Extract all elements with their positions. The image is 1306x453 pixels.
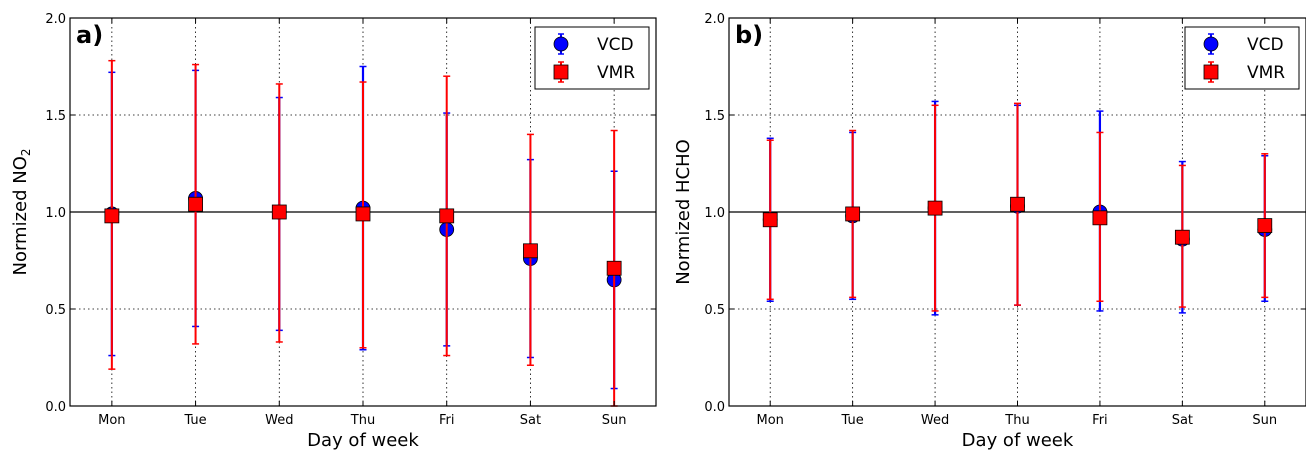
- legend-item-vcd: VCD: [553, 33, 634, 55]
- x-axis-label: Day of week: [962, 430, 1074, 451]
- y-tick-label: 0.5: [704, 303, 725, 318]
- data-point: [1092, 210, 1108, 226]
- x-tick-label: Mon: [757, 413, 784, 428]
- data-point: [523, 243, 538, 259]
- legend-item-vmr: VMR: [1203, 61, 1285, 83]
- y-tick-label: 0.0: [704, 400, 725, 415]
- legend: VCD VMR: [1184, 26, 1300, 90]
- x-tick-label: Sun: [1252, 413, 1277, 428]
- y-tick-label: 0.0: [45, 400, 66, 415]
- y-axis-label-main: Normized HCHO: [673, 139, 694, 285]
- data-point: [1257, 218, 1273, 233]
- data-point: [927, 200, 943, 216]
- legend-marker-square: [553, 64, 569, 80]
- y-tick-label: 0.5: [45, 303, 66, 318]
- x-tick-label: Sat: [520, 413, 541, 428]
- legend-label: VMR: [597, 63, 635, 83]
- data-point: [762, 212, 778, 228]
- x-tick-label: Thu: [1004, 413, 1029, 428]
- panel-a: Mon Tue Wed Thu Fri Sat Sun 0.0 0.5 1.0 1.5 2.0 Day …: [10, 12, 657, 451]
- legend: VCD VMR: [534, 26, 650, 90]
- x-tick-label: Fri: [439, 413, 455, 428]
- series-vmr: [762, 102, 1273, 312]
- y-axis-label-main: Normized NO: [10, 156, 31, 275]
- panel-label: b): [735, 21, 763, 49]
- panel-b: Mon Tue Wed Thu Fri Sat Sun 0.0 0.5 1.0 1.5 2.0 Day …: [673, 12, 1306, 451]
- x-tick-label: Tue: [183, 413, 206, 428]
- x-tick-label: Tue: [841, 413, 864, 428]
- x-tick-label: Wed: [921, 413, 949, 428]
- x-axis-label: Day of week: [307, 430, 419, 451]
- x-tick-label: Mon: [98, 413, 125, 428]
- y-axis-label: Normized HCHO: [673, 139, 694, 285]
- data-point: [845, 206, 861, 222]
- y-axis-label-subscript: 2: [19, 148, 33, 156]
- x-tick-label: Sun: [602, 413, 627, 428]
- legend-marker-circle: [553, 36, 569, 52]
- data-point: [439, 208, 455, 224]
- data-point: [355, 206, 371, 222]
- data-point: [271, 204, 287, 220]
- data-point: [1010, 196, 1025, 212]
- y-axis-label: Normized NO2: [10, 148, 33, 275]
- y-tick-label: 1.5: [45, 109, 66, 124]
- data-point: [104, 208, 120, 224]
- legend-marker-square: [1203, 64, 1219, 80]
- legend-marker-circle: [1203, 36, 1219, 52]
- legend-label: VMR: [1247, 63, 1285, 83]
- panel-label: a): [76, 21, 103, 49]
- y-tick-label: 2.0: [45, 12, 66, 27]
- series-vmr: [104, 59, 622, 407]
- legend-item-vcd: VCD: [1203, 33, 1284, 55]
- legend-label: VCD: [1247, 35, 1284, 55]
- y-tick-label: 1.0: [45, 206, 66, 221]
- legend-label: VCD: [597, 35, 634, 55]
- data-point: [606, 260, 622, 276]
- y-tick-label: 2.0: [704, 12, 725, 27]
- x-tick-label: Wed: [265, 413, 293, 428]
- x-tick-label: Sat: [1172, 413, 1193, 428]
- x-tick-label: Thu: [350, 413, 375, 428]
- legend-item-vmr: VMR: [553, 61, 635, 83]
- data-point: [188, 196, 203, 212]
- y-tick-label: 1.0: [704, 206, 725, 221]
- x-tick-label: Fri: [1092, 413, 1108, 428]
- y-tick-label: 1.5: [704, 109, 725, 124]
- data-point: [1174, 229, 1190, 245]
